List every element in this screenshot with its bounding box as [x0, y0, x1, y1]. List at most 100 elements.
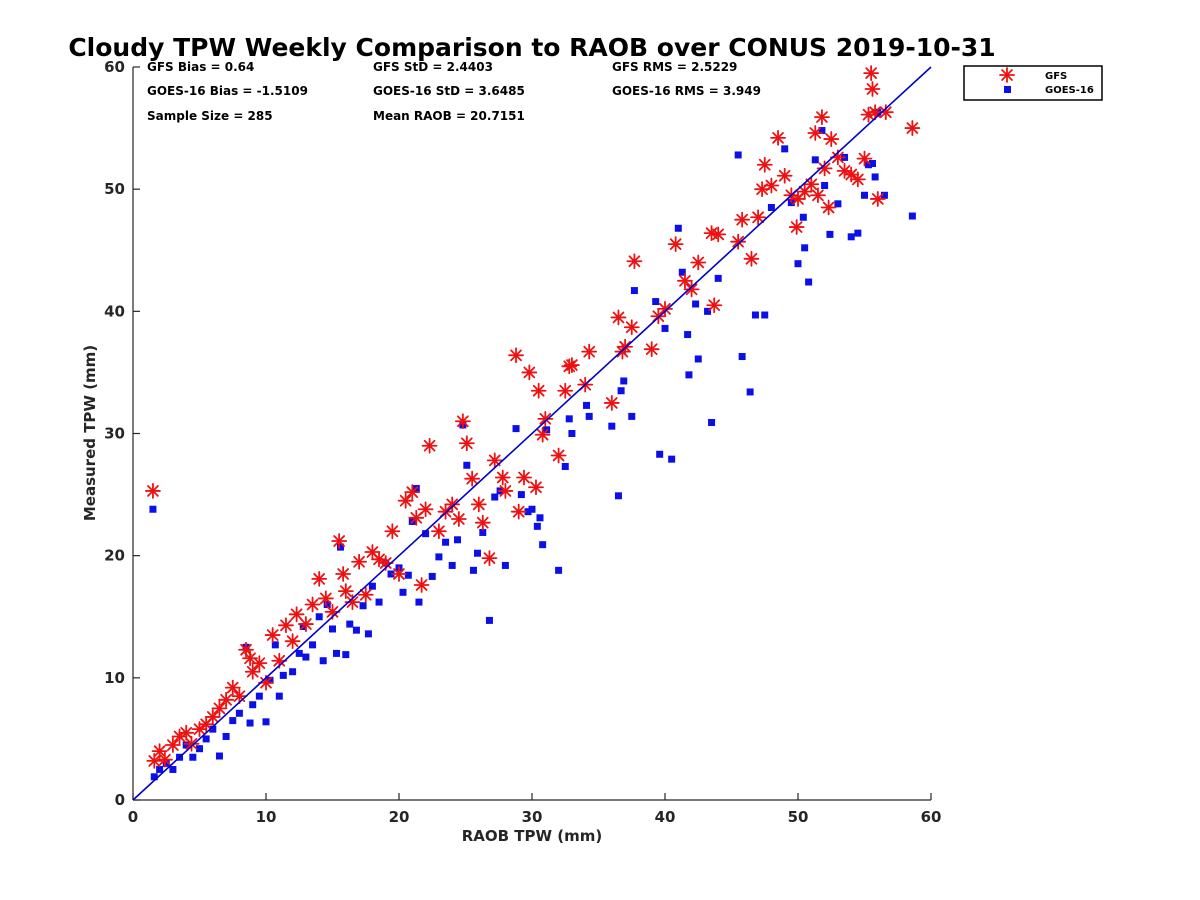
- gfs-point: [528, 479, 544, 496]
- gfs-point: [494, 469, 511, 486]
- goes16-point: [415, 598, 423, 606]
- goes16-point: [319, 657, 327, 665]
- goes16-point: [761, 311, 769, 319]
- goes16-point: [656, 450, 664, 458]
- goes16-point: [399, 588, 407, 596]
- gfs-point: [516, 469, 532, 486]
- goes16-point: [854, 229, 862, 237]
- gfs-point: [397, 492, 414, 509]
- gfs-point: [756, 156, 773, 173]
- goes16-point: [255, 692, 263, 700]
- goes16-point: [271, 641, 279, 649]
- goes16-point: [512, 425, 520, 433]
- goes16-point: [794, 260, 802, 268]
- gfs-point: [157, 751, 173, 768]
- goes16-point: [539, 541, 547, 549]
- x-tick-label: 60: [921, 808, 942, 826]
- gfs-point: [351, 553, 368, 570]
- goes16-point: [302, 653, 310, 661]
- gfs-point: [417, 501, 434, 518]
- goes16-point: [463, 461, 471, 469]
- goes16-point: [162, 759, 170, 767]
- goes16-point: [565, 415, 573, 423]
- plot-area: 0 10 20 30 40 50 60 0 10 20 30 40 50 60: [104, 58, 941, 826]
- stat-goes-bias: GOES-16 Bias = -1.5109: [147, 84, 308, 98]
- gfs-point: [317, 590, 334, 607]
- goes16-point: [189, 753, 197, 761]
- goes16-point: [375, 598, 383, 606]
- goes16-point: [169, 765, 177, 773]
- gfs-point: [145, 483, 161, 499]
- gfs-point: [683, 281, 700, 298]
- gfs-point: [444, 496, 461, 513]
- gfs-point: [734, 211, 751, 228]
- goes16-point: [524, 508, 532, 516]
- goes16-point: [767, 203, 775, 211]
- goes16-point: [473, 549, 481, 557]
- goes16-point: [485, 616, 493, 624]
- gfs-point: [251, 655, 268, 672]
- x-tick-label: 40: [655, 808, 676, 826]
- gfs-point: [384, 523, 401, 540]
- stat-mean-raob: Mean RAOB = 20.7151: [373, 109, 525, 123]
- goes16-point: [568, 430, 576, 437]
- gfs-point: [474, 514, 491, 531]
- gfs-point: [788, 219, 805, 235]
- stat-goes-std: GOES-16 StD = 3.6485: [373, 84, 525, 98]
- gfs-point: [421, 437, 438, 454]
- goes16-point: [262, 718, 270, 726]
- goes16-point: [864, 161, 872, 169]
- goes16-point: [448, 561, 456, 569]
- gfs-point: [264, 627, 281, 643]
- gfs-point: [557, 382, 574, 399]
- gfs-point: [770, 129, 786, 146]
- gfs-point: [814, 109, 830, 125]
- goes16-point: [561, 462, 569, 470]
- chart-title: Cloudy TPW Weekly Comparison to RAOB ove…: [68, 33, 995, 62]
- goes16-point: [332, 649, 340, 657]
- gfs-point: [450, 511, 467, 527]
- y-tick-label: 60: [104, 58, 125, 76]
- goes16-point: [202, 735, 210, 743]
- gfs-point: [218, 691, 235, 708]
- goes16-point: [536, 514, 544, 522]
- gfs-point: [849, 171, 866, 188]
- gfs-point: [869, 191, 886, 207]
- goes16-point: [617, 387, 625, 395]
- goes16-point: [315, 613, 323, 621]
- goes16-point: [209, 725, 217, 733]
- gfs-point: [311, 570, 328, 587]
- goes16-point: [266, 676, 274, 684]
- gfs-point: [510, 503, 527, 520]
- gfs-point: [183, 735, 200, 752]
- gfs-point: [626, 253, 643, 270]
- goes16-point: [834, 200, 842, 208]
- gfs-point: [244, 663, 261, 680]
- goes16-point: [738, 353, 746, 361]
- x-axis-label: RAOB TPW (mm): [462, 827, 603, 845]
- gfs-point: [231, 688, 248, 705]
- legend-gfs-asterisk: [999, 67, 1015, 83]
- goes16-point: [704, 307, 712, 315]
- goes16-point: [585, 412, 593, 420]
- stat-sample-size: Sample Size = 285: [147, 109, 273, 123]
- stat-gfs-rms: GFS RMS = 2.5229: [612, 60, 737, 74]
- goes16-point: [435, 553, 443, 561]
- goes16-point: [150, 773, 158, 781]
- goes16-point: [620, 377, 628, 385]
- gfs-point: [171, 728, 188, 745]
- x-tick-label: 10: [256, 808, 277, 826]
- gfs-point: [690, 254, 707, 271]
- goes16-point: [826, 230, 834, 238]
- gfs-point: [904, 120, 921, 136]
- goes16-point: [249, 701, 257, 709]
- goes16-point: [309, 641, 317, 649]
- goes16-point: [404, 571, 412, 579]
- gfs-point: [610, 309, 627, 326]
- y-tick-label: 20: [104, 547, 125, 565]
- goes16-point: [685, 371, 693, 379]
- goes16-point: [818, 127, 826, 135]
- goes16-point: [442, 538, 450, 546]
- goes16-point: [821, 182, 829, 190]
- y-tick-label: 10: [104, 669, 125, 687]
